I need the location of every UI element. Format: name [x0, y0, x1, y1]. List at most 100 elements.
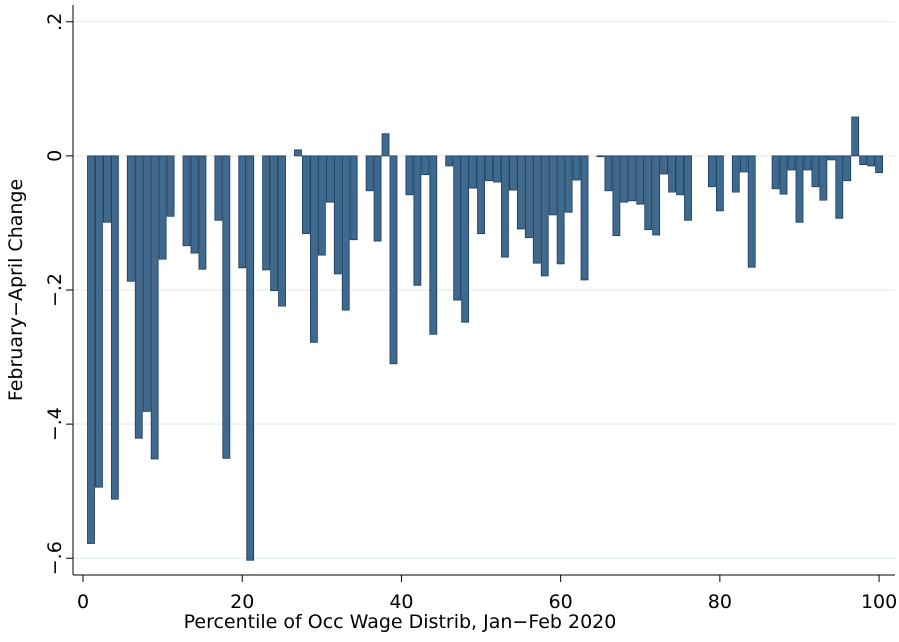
bar — [835, 155, 844, 219]
bar — [731, 155, 740, 193]
bar — [317, 155, 326, 256]
bar — [564, 155, 573, 213]
bar — [309, 155, 318, 343]
bar — [684, 155, 692, 221]
bar — [676, 155, 684, 196]
bar — [708, 155, 716, 188]
bar — [771, 155, 780, 190]
bar — [461, 155, 470, 323]
bar — [572, 155, 581, 181]
bar — [453, 155, 462, 301]
bar — [95, 155, 103, 488]
bar — [652, 155, 661, 236]
bar — [238, 155, 247, 269]
bar — [262, 155, 271, 271]
bar — [341, 155, 350, 311]
y-tick-label: −.2 — [44, 273, 66, 307]
y-tick-label: −.6 — [44, 541, 66, 575]
bar — [270, 155, 278, 292]
bar — [103, 155, 111, 223]
bar — [715, 155, 724, 212]
x-tick-label: 20 — [230, 591, 254, 613]
bar — [214, 155, 223, 221]
bar — [389, 155, 398, 365]
bar — [158, 155, 167, 260]
bar — [325, 155, 334, 203]
y-tick-label: .2 — [44, 13, 66, 31]
bar — [524, 155, 533, 239]
bar — [110, 155, 119, 500]
x-tick-label: 0 — [77, 591, 89, 613]
bar — [373, 155, 382, 242]
bar — [540, 155, 549, 277]
bar — [142, 155, 151, 412]
bar — [739, 155, 748, 173]
bar — [819, 155, 828, 201]
bar — [580, 155, 589, 281]
bar — [604, 155, 613, 192]
x-tick-label: 100 — [861, 591, 897, 613]
bar — [429, 155, 438, 335]
bar — [469, 155, 477, 189]
bar — [556, 155, 565, 265]
bar — [421, 155, 430, 176]
bar — [867, 155, 876, 167]
bar — [596, 155, 605, 158]
bar — [668, 155, 677, 193]
bar — [803, 155, 812, 171]
bar — [190, 155, 199, 254]
bar — [87, 155, 95, 544]
bar — [246, 155, 255, 561]
bar — [405, 155, 414, 196]
bar — [811, 155, 820, 188]
x-tick-label: 60 — [549, 591, 573, 613]
bar — [166, 155, 175, 217]
y-tick-label: −.4 — [44, 407, 66, 441]
y-tick-label: 0 — [44, 150, 66, 162]
bar — [612, 155, 621, 237]
bar — [628, 155, 637, 202]
bar — [294, 149, 302, 157]
bar — [508, 155, 517, 191]
bar — [278, 155, 286, 307]
bar — [875, 155, 883, 174]
bar — [787, 155, 796, 171]
bar — [532, 155, 541, 264]
x-tick-label: 80 — [708, 591, 732, 613]
bar — [198, 155, 207, 270]
bar — [660, 155, 669, 175]
bar — [636, 155, 645, 205]
bar — [485, 155, 493, 182]
bar — [182, 155, 191, 247]
bar — [477, 155, 485, 235]
bar — [827, 155, 836, 161]
bar — [302, 155, 310, 235]
bar — [365, 155, 374, 192]
bar — [349, 155, 358, 241]
bar — [413, 155, 422, 286]
bar — [548, 155, 557, 216]
bar — [126, 155, 135, 282]
bar — [747, 155, 756, 268]
bar — [779, 155, 788, 195]
bar — [620, 155, 629, 203]
bar — [150, 155, 159, 460]
x-axis-title: Percentile of Occ Wage Distrib, Jan−Feb … — [184, 611, 617, 633]
bar — [644, 155, 653, 231]
bar — [134, 155, 143, 439]
bar — [859, 155, 868, 166]
bar — [516, 155, 525, 230]
bar — [333, 155, 342, 275]
bar — [381, 133, 390, 157]
bar — [501, 155, 509, 258]
bar — [222, 155, 231, 459]
bar — [493, 155, 501, 183]
bar — [795, 155, 804, 223]
y-axis-title: February−April Change — [5, 179, 27, 401]
bar — [445, 155, 454, 167]
x-tick-label: 40 — [389, 591, 413, 613]
bar — [843, 155, 852, 182]
bar — [851, 116, 860, 157]
